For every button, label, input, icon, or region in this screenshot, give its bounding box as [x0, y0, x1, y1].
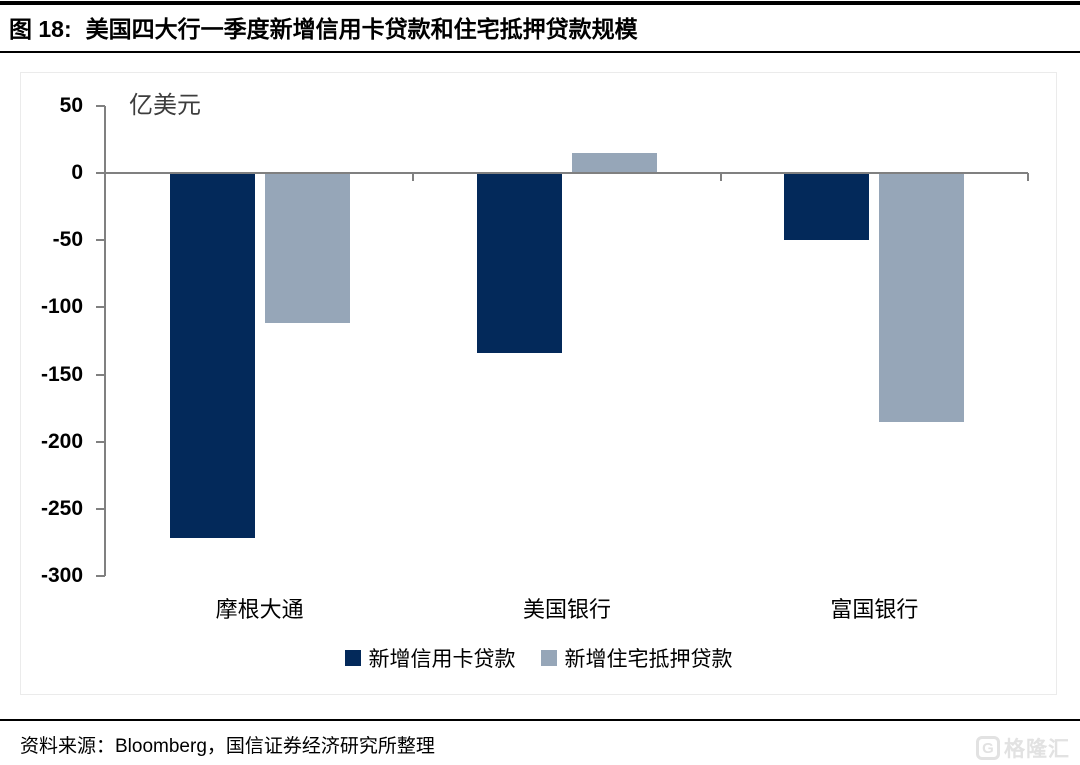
x-axis-zero-line	[106, 172, 1028, 174]
x-axis-tick	[719, 173, 722, 181]
gelonghui-logo-icon: G	[976, 736, 1000, 760]
chart-area: 亿美元 摩根大通 美国银行 富国银行 50 0 -50 -100 -150 -200 -250 -3…	[20, 72, 1057, 695]
bar-series2-cat2	[572, 152, 657, 173]
y-axis-tick	[96, 373, 105, 376]
legend-swatch-icon	[344, 650, 361, 666]
legend-item: 新增住宅抵押贷款	[540, 643, 733, 673]
x-axis-tick	[412, 173, 415, 181]
bar-series2-cat3	[879, 173, 965, 422]
title-divider	[0, 51, 1080, 53]
x-category-label: 富国银行	[830, 597, 919, 622]
figure-number: 图 18:	[9, 16, 72, 42]
legend-item: 新增信用卡贷款	[344, 643, 516, 673]
x-category-label: 美国银行	[522, 597, 611, 622]
y-axis-tick-label: 50	[59, 93, 83, 117]
bar-series1-cat3	[784, 173, 870, 241]
y-axis-unit-label: 亿美元	[129, 92, 201, 119]
y-axis-tick-label: -300	[40, 564, 83, 587]
plot-area: 摩根大通 美国银行 富国银行 50 0 -50 -100 -150 -200 -250 -300	[21, 73, 1056, 694]
x-category-label: 摩根大通	[215, 597, 304, 622]
footer-divider	[0, 719, 1080, 721]
bar-series1-cat2	[477, 173, 562, 353]
y-axis-tick	[96, 507, 105, 510]
y-axis-tick-label: 0	[71, 161, 83, 184]
top-divider	[0, 1, 1080, 5]
y-axis-tick-label: -250	[40, 496, 83, 520]
bar-series1-cat1	[169, 173, 255, 539]
y-axis-tick	[96, 239, 105, 242]
legend-swatch-icon	[540, 650, 557, 666]
y-axis-tick-label: -200	[40, 429, 83, 453]
y-axis-tick-label: -100	[40, 295, 83, 319]
gelonghui-watermark-text: 格隆汇	[1004, 738, 1070, 761]
y-axis-tick	[96, 104, 105, 107]
figure-title-text: 美国四大行一季度新增信用卡贷款和住宅抵押贷款规模	[85, 16, 638, 42]
bar-series2-cat1	[264, 173, 350, 324]
y-axis-tick-label: -150	[40, 362, 83, 386]
chart-legend: 新增信用卡贷款 新增住宅抵押贷款	[21, 643, 1056, 673]
legend-label: 新增信用卡贷款	[368, 647, 516, 671]
gelonghui-watermark: G 格隆汇	[976, 733, 1070, 763]
y-axis-tick	[96, 306, 105, 309]
y-axis-line	[104, 105, 106, 576]
source-note: 资料来源：Bloomberg，国信证券经济研究所整理	[20, 736, 435, 757]
y-axis-tick	[96, 575, 105, 577]
y-axis-tick	[96, 172, 105, 174]
legend-label: 新增住宅抵押贷款	[564, 647, 733, 671]
y-axis-tick	[96, 440, 105, 443]
y-axis-tick-label: -50	[52, 228, 83, 252]
x-axis-tick	[1027, 173, 1029, 181]
figure-title: 图 18: 美国四大行一季度新增信用卡贷款和住宅抵押贷款规模	[9, 10, 638, 44]
